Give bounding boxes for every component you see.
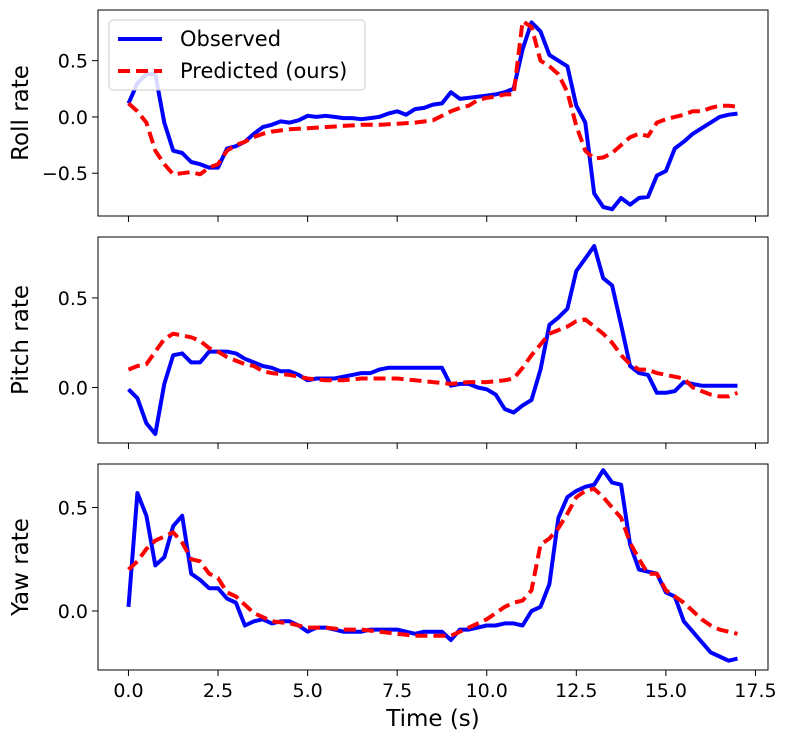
x-tick-label: 12.5 bbox=[555, 680, 597, 702]
roll-rate-panel: −0.5 0.0 0.5 Roll rate bbox=[8, 9, 769, 222]
legend-box bbox=[108, 19, 366, 91]
x-tick-label: 0.0 bbox=[113, 680, 143, 702]
legend: Observed Predicted (ours) bbox=[108, 19, 366, 91]
pitch-observed-line bbox=[127, 244, 738, 436]
roll-y-tick-label: −0.5 bbox=[42, 163, 88, 185]
pitch-predicted-line bbox=[127, 317, 739, 399]
roll-predicted-line bbox=[127, 19, 738, 177]
yaw-predicted-line bbox=[127, 486, 738, 638]
pitch-y-tick-label: 0.5 bbox=[58, 288, 88, 310]
yaw-y-tick-label: 0.0 bbox=[58, 601, 88, 623]
yaw-y-axis-label: Yaw rate bbox=[8, 518, 34, 617]
yaw-y-tick-label: 0.5 bbox=[58, 497, 88, 519]
pitch-y-axis-label: Pitch rate bbox=[8, 285, 34, 395]
pitch-y-tick-label: 0.0 bbox=[58, 377, 88, 399]
roll-y-tick-label: 0.5 bbox=[58, 51, 88, 73]
x-axis-label: Time (s) bbox=[385, 706, 480, 732]
pitch-rate-panel: 0.0 0.5 Pitch rate bbox=[8, 236, 769, 449]
x-tick-label: 5.0 bbox=[292, 680, 322, 702]
roll-y-tick-label: 0.0 bbox=[58, 107, 88, 129]
x-tick-label: 10.0 bbox=[466, 680, 508, 702]
roll-panel-frame bbox=[97, 9, 769, 217]
x-axis: Time (s) 0.0 2.5 5.0 7.5 10.0 12.5 15.0 17.5 bbox=[113, 680, 776, 732]
x-tick-label: 7.5 bbox=[382, 680, 412, 702]
yaw-observed-line bbox=[126, 468, 738, 663]
legend-label-predicted: Predicted (ours) bbox=[180, 59, 347, 83]
x-tick-label: 2.5 bbox=[203, 680, 233, 702]
pitch-panel-frame bbox=[97, 236, 769, 444]
legend-label-observed: Observed bbox=[180, 27, 281, 51]
yaw-rate-panel: 0.0 0.5 Yaw rate bbox=[8, 463, 769, 676]
yaw-panel-frame bbox=[97, 463, 769, 671]
roll-y-axis-label: Roll rate bbox=[8, 65, 34, 161]
x-tick-label: 15.0 bbox=[645, 680, 687, 702]
x-tick-label: 17.5 bbox=[734, 680, 776, 702]
